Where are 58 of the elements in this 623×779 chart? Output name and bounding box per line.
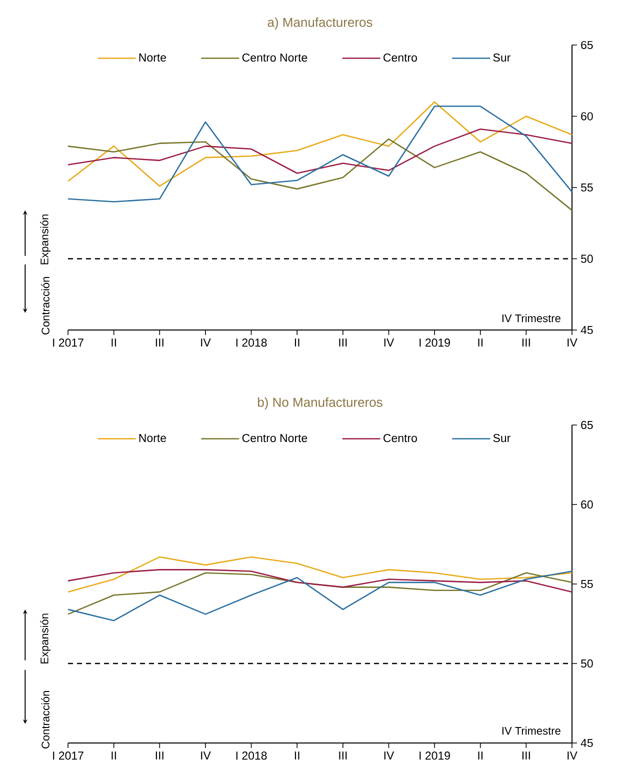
x-tick-label: III [156, 752, 164, 760]
x-tick-label: II [478, 752, 482, 760]
y-tick-label: 50 [580, 254, 593, 263]
legend-label: Centro [384, 53, 417, 62]
chart-title: a) Manufactureros [268, 17, 372, 30]
x-tick-label: II [294, 338, 300, 346]
x-tick-label: III [339, 752, 347, 760]
legend-label: Sur [493, 53, 510, 62]
x-tick-label: III [522, 338, 530, 346]
y-tick-label: 55 [580, 184, 593, 192]
line-series [67, 569, 573, 593]
line-series [67, 138, 573, 211]
x-tick-label: II [112, 338, 116, 346]
legend-label: Centro Norte [242, 434, 308, 442]
legend-label: Sur [493, 434, 510, 442]
text: Contracción [41, 691, 50, 748]
line-series [67, 128, 573, 174]
text: Expansión [40, 614, 51, 664]
line-series [67, 570, 573, 622]
y-tick-label: 60 [581, 500, 593, 509]
text: Contracción [41, 277, 50, 334]
x-tick-label: IV [201, 752, 211, 760]
y-tick-label: 60 [581, 112, 593, 120]
x-tick-label: I 2019 [420, 752, 450, 760]
x-tick-label: I 2018 [236, 752, 267, 760]
legend-label: Norte [139, 54, 166, 62]
text: Expansión [40, 214, 50, 264]
x-tick-label: I 2018 [236, 338, 267, 347]
y-tick-label: 65 [581, 420, 593, 430]
legend-label: Norte [139, 434, 166, 442]
y-tick-label: 45 [580, 326, 593, 334]
line-series [67, 106, 573, 202]
x-tick-label: III [339, 338, 347, 346]
x-tick-label: II [112, 752, 116, 760]
y-tick-label: 50 [580, 659, 593, 668]
y-tick-label: 45 [580, 738, 593, 748]
x-tick-label: III [156, 338, 164, 346]
x-tick-label: I 2019 [420, 338, 450, 347]
x-tick-label: IV [384, 752, 394, 760]
chart-title: b) No Manufactureros [258, 397, 382, 410]
x-tick-label: IV [568, 338, 578, 346]
x-tick-label: IV [568, 752, 578, 760]
x-tick-label: II [478, 338, 482, 346]
line-series [67, 572, 573, 615]
x-tick-label: III [522, 752, 530, 760]
x-tick-label: IV [201, 338, 211, 346]
y-tick-label: 55 [580, 580, 593, 588]
legend-label: Centro [384, 434, 417, 442]
annotation: IV Trimestre [502, 726, 560, 735]
line-series [67, 556, 573, 593]
y-tick-label: 65 [581, 40, 593, 50]
x-tick-label: I 2017 [53, 338, 84, 347]
x-tick-label: II [294, 752, 300, 760]
x-tick-label: IV [384, 338, 394, 346]
x-tick-label: I 2017 [53, 752, 84, 760]
legend-label: Centro Norte [242, 53, 308, 62]
annotation: IV Trimestre [502, 314, 560, 322]
line-series [67, 101, 573, 187]
